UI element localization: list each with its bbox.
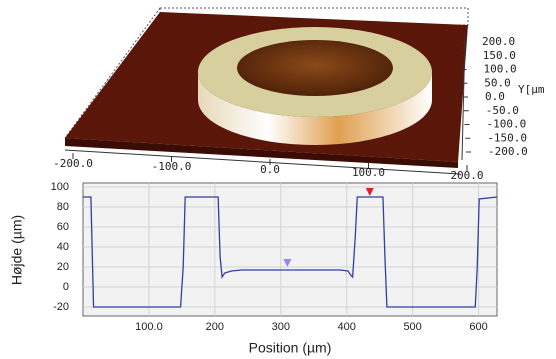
y-tick-label: 40 (57, 241, 69, 253)
y-tick-label: 200.0 (482, 35, 515, 48)
y-tick-label: 60 (57, 221, 69, 233)
y-tick-label: -150.0 (487, 131, 527, 144)
x-tick-label: -100.0 (152, 160, 192, 173)
y-tick-label: 150.0 (483, 49, 516, 62)
plot-area (83, 183, 497, 316)
y-tick-label: 0 (63, 281, 69, 293)
x-tick-label: 200.0 (450, 169, 483, 182)
y-tick-label: -200.0 (488, 145, 528, 158)
y-tick-label: 80 (57, 201, 69, 213)
x-tick-label: 400 (338, 321, 356, 333)
figure: Y[µm Højde (µm) Position (µm) -200.0-100… (0, 0, 556, 359)
x-tick-label: 100.0 (352, 166, 385, 179)
y-tick-label: -20 (53, 301, 69, 313)
surface-view (65, 8, 468, 174)
y-tick-label: -100.0 (487, 118, 527, 131)
y-tick-label: 0.0 (485, 90, 505, 103)
y-axis-label-3d: Y[µm (518, 83, 545, 96)
y-tick-label: 100.0 (484, 63, 517, 76)
y-tick-label: 50.0 (484, 76, 511, 89)
y-tick-label: 100 (51, 181, 69, 193)
x-tick-label: 500 (403, 321, 421, 333)
y-tick-label: -50.0 (486, 104, 519, 117)
x-axis-title: Position (µm) (249, 340, 332, 356)
x-tick-label: -200.0 (53, 157, 93, 170)
x-tick-label: 0.0 (260, 163, 280, 176)
x-tick-label: 300 (272, 321, 290, 333)
x-tick-label: 600 (469, 321, 487, 333)
ring-hole (237, 40, 393, 96)
y-tick-label: 20 (57, 261, 69, 273)
x-tick-label: 100.0 (135, 321, 163, 333)
x-tick-label: 200 (206, 321, 224, 333)
y-axis-title: Højde (µm) (9, 215, 25, 285)
